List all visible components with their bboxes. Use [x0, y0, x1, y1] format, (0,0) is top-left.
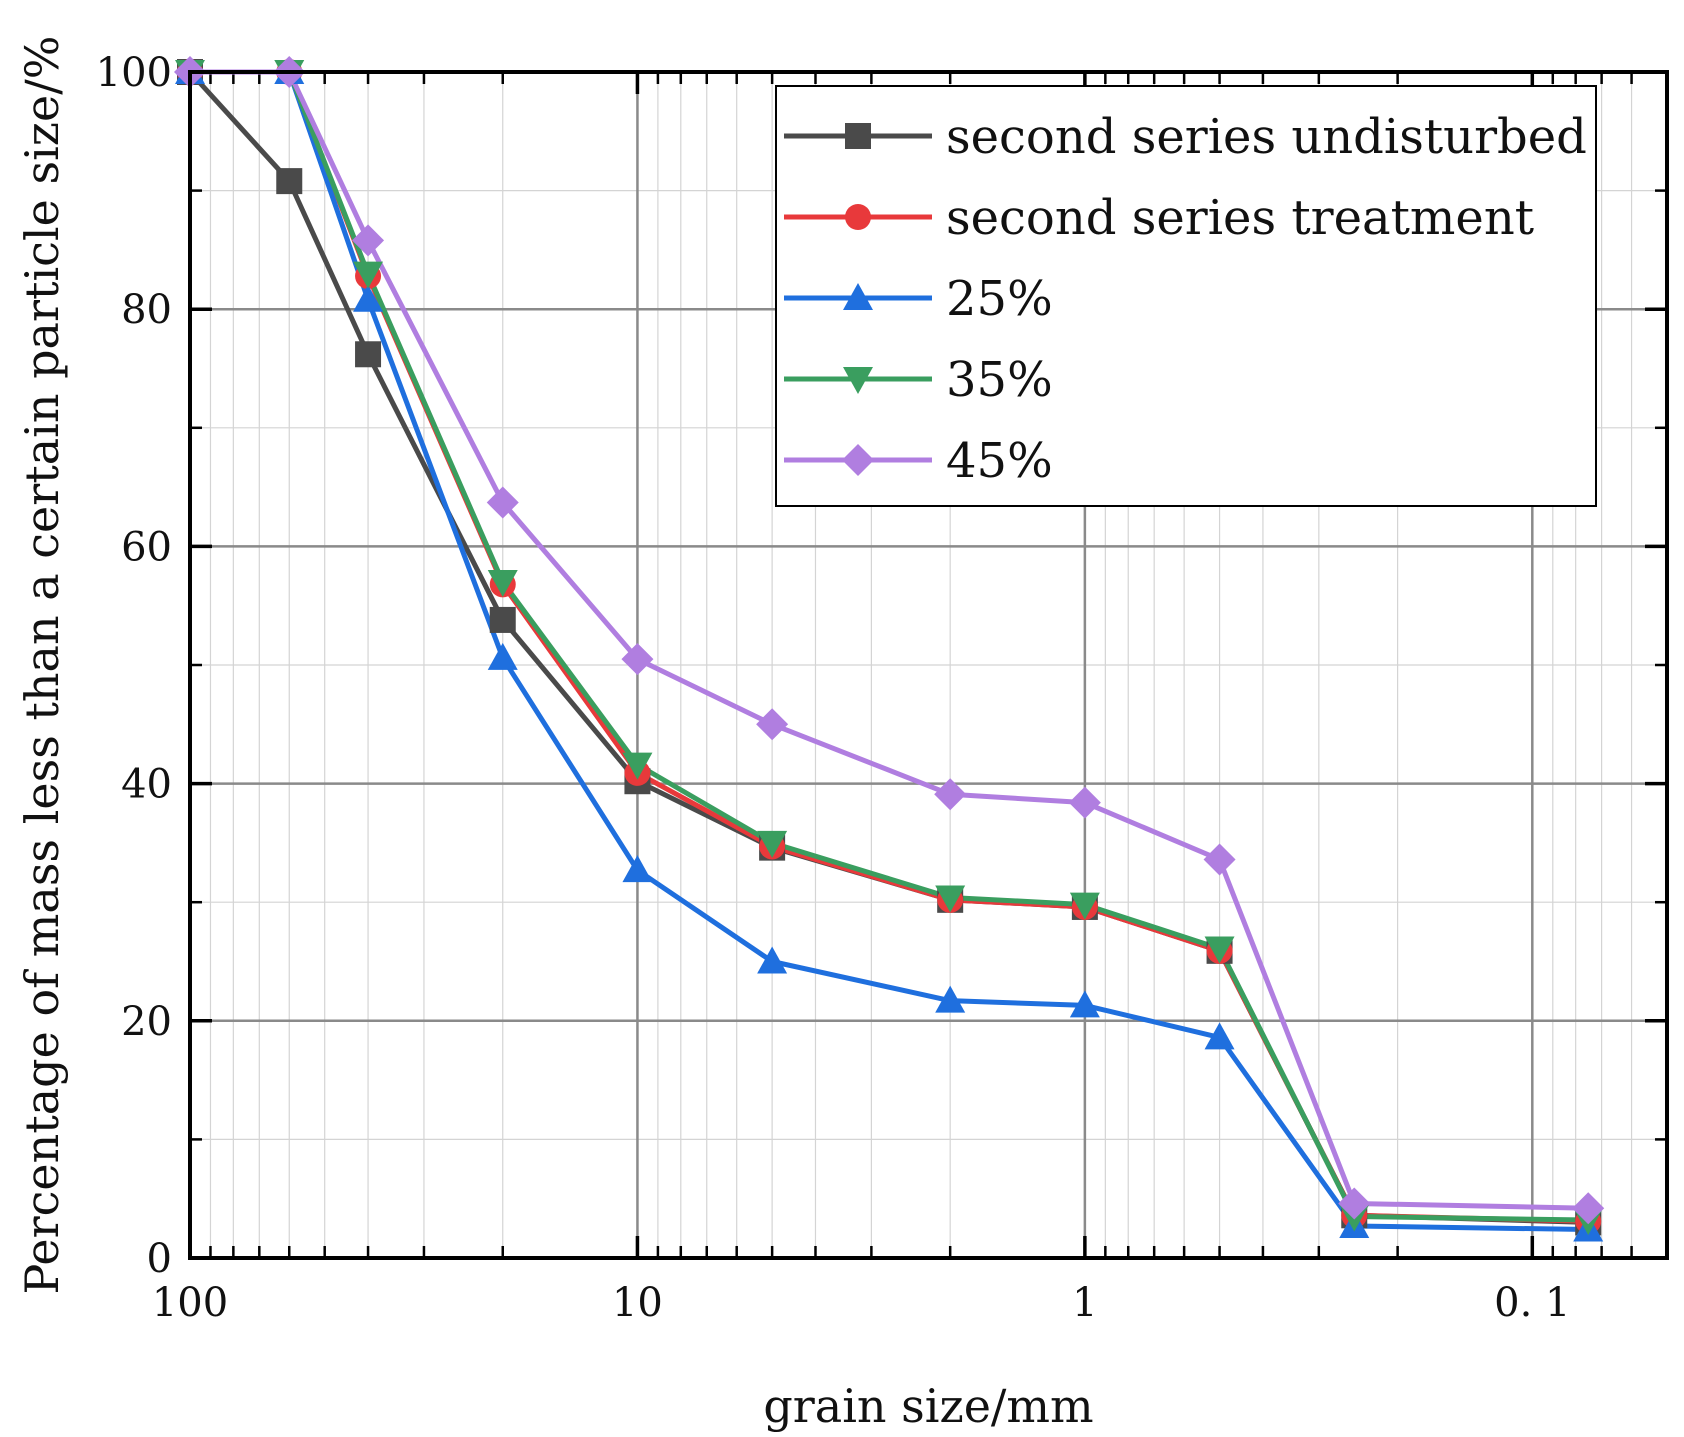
y-tick-label: 0	[147, 1236, 172, 1282]
data-point-4-10	[1572, 1192, 1605, 1225]
data-point-4-3	[486, 486, 519, 519]
data-point-3-5	[757, 830, 788, 858]
y-tick-label: 20	[121, 999, 172, 1045]
data-point-0-1	[276, 168, 303, 195]
data-point-2-5	[757, 946, 788, 974]
y-tick-label: 40	[121, 762, 172, 808]
y-tick-label: 60	[121, 524, 172, 570]
legend-label-1: second series treatment	[946, 190, 1534, 246]
legend-label-2: 25%	[946, 271, 1053, 327]
y-tick-label: 100	[96, 50, 172, 96]
x-tick-label: 0. 1	[1494, 1280, 1570, 1326]
data-point-0-3	[489, 606, 516, 633]
legend: second series undisturbed second series t…	[775, 85, 1597, 507]
x-axis-title: grain size/mm	[763, 1379, 1093, 1433]
legend-label-4: 45%	[946, 433, 1053, 489]
y-axis-title: Percentage of mass less than a certain p…	[15, 36, 69, 1295]
legend-label-3: 35%	[946, 352, 1053, 408]
legend-marker-1	[845, 204, 871, 230]
data-point-3-3	[487, 569, 518, 597]
plot-frame	[188, 70, 1669, 1260]
data-point-3-4	[622, 752, 653, 780]
data-point-0-2	[355, 341, 382, 368]
data-point-4-6	[934, 778, 967, 811]
legend-marker-3	[843, 367, 873, 394]
data-point-4-9	[1338, 1187, 1371, 1220]
data-point-3-8	[1204, 936, 1235, 964]
data-point-2-2	[353, 284, 384, 312]
data-point-2-4	[622, 855, 653, 883]
legend-marker-0	[845, 123, 871, 149]
legend-marker-2	[843, 283, 873, 310]
data-point-2-7	[1069, 990, 1100, 1018]
data-point-2-3	[487, 642, 518, 670]
legend-marker-4	[842, 444, 874, 476]
data-point-3-6	[935, 885, 966, 913]
x-tick-label: 10	[612, 1280, 663, 1326]
data-point-4-2	[352, 224, 385, 257]
x-tick-label: 100	[152, 1280, 228, 1326]
data-point-3-2	[353, 261, 384, 289]
data-point-2-8	[1204, 1022, 1235, 1050]
data-point-4-5	[756, 708, 789, 741]
tick-labels: 100 10 1 0. 1 0 20 40 60 80 100	[96, 50, 1571, 1326]
x-tick-label: 1	[1072, 1280, 1097, 1326]
y-tick-label: 80	[121, 287, 172, 333]
data-point-3-7	[1069, 892, 1100, 920]
data-point-2-6	[935, 985, 966, 1013]
data-point-4-4	[621, 643, 654, 676]
data-point-4-8	[1203, 843, 1236, 876]
data-point-4-7	[1068, 786, 1101, 819]
legend-label-0: second series undisturbed	[946, 109, 1587, 165]
